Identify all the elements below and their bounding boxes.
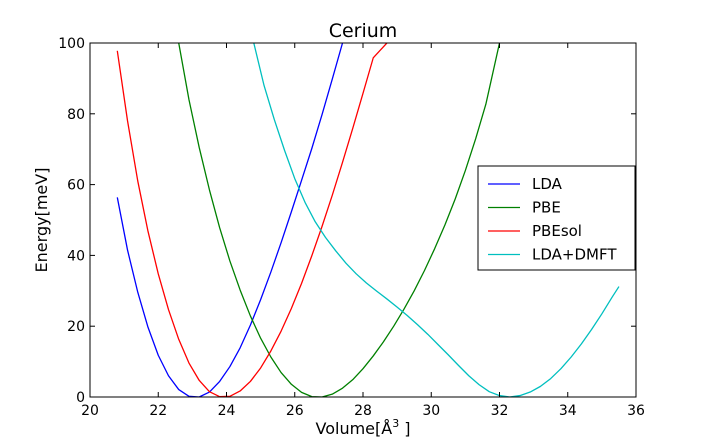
x-tick-label: 30: [422, 403, 440, 419]
x-tick-label: 24: [218, 403, 236, 419]
x-axis-title-suffix: ]: [404, 419, 410, 438]
series-line-lda-dmft: [253, 43, 620, 397]
x-tick-label: 22: [149, 403, 167, 419]
x-axis-title-superscript: 3: [392, 417, 399, 430]
x-tick-label: 32: [491, 403, 509, 419]
y-tick-label: 0: [76, 390, 85, 406]
series-line-lda: [116, 43, 344, 397]
legend-label-pbesol: PBEsol: [532, 222, 582, 240]
x-tick-label: 34: [559, 403, 577, 419]
legend-label-lda: LDA: [532, 175, 563, 193]
legend-box: [477, 165, 636, 271]
x-tick-label: 28: [354, 403, 372, 419]
x-axis-title: Volume[Å3]: [316, 417, 411, 438]
y-tick-label: 40: [67, 248, 85, 264]
x-tick-label: 20: [81, 403, 99, 419]
legend: LDA PBE PBEsol LDA+DMFT: [477, 165, 636, 271]
x-tick-label: 26: [286, 403, 304, 419]
y-tick-label: 100: [58, 36, 85, 52]
x-tick-label: 36: [627, 403, 645, 419]
y-tick-label: 80: [67, 107, 85, 123]
chart-title: Cerium: [329, 20, 398, 42]
legend-label-lda-dmft: LDA+DMFT: [532, 246, 617, 264]
y-tick-label: 20: [67, 319, 85, 335]
legend-label-pbe: PBE: [532, 199, 561, 217]
y-axis-title: Energy[meV]: [32, 168, 51, 273]
y-tick-label: 60: [67, 178, 85, 194]
series-line-pbesol: [116, 43, 388, 397]
series-line-pbe: [178, 43, 501, 397]
series-layer: [116, 43, 620, 397]
x-axis-title-main: Volume[Å: [316, 419, 393, 438]
